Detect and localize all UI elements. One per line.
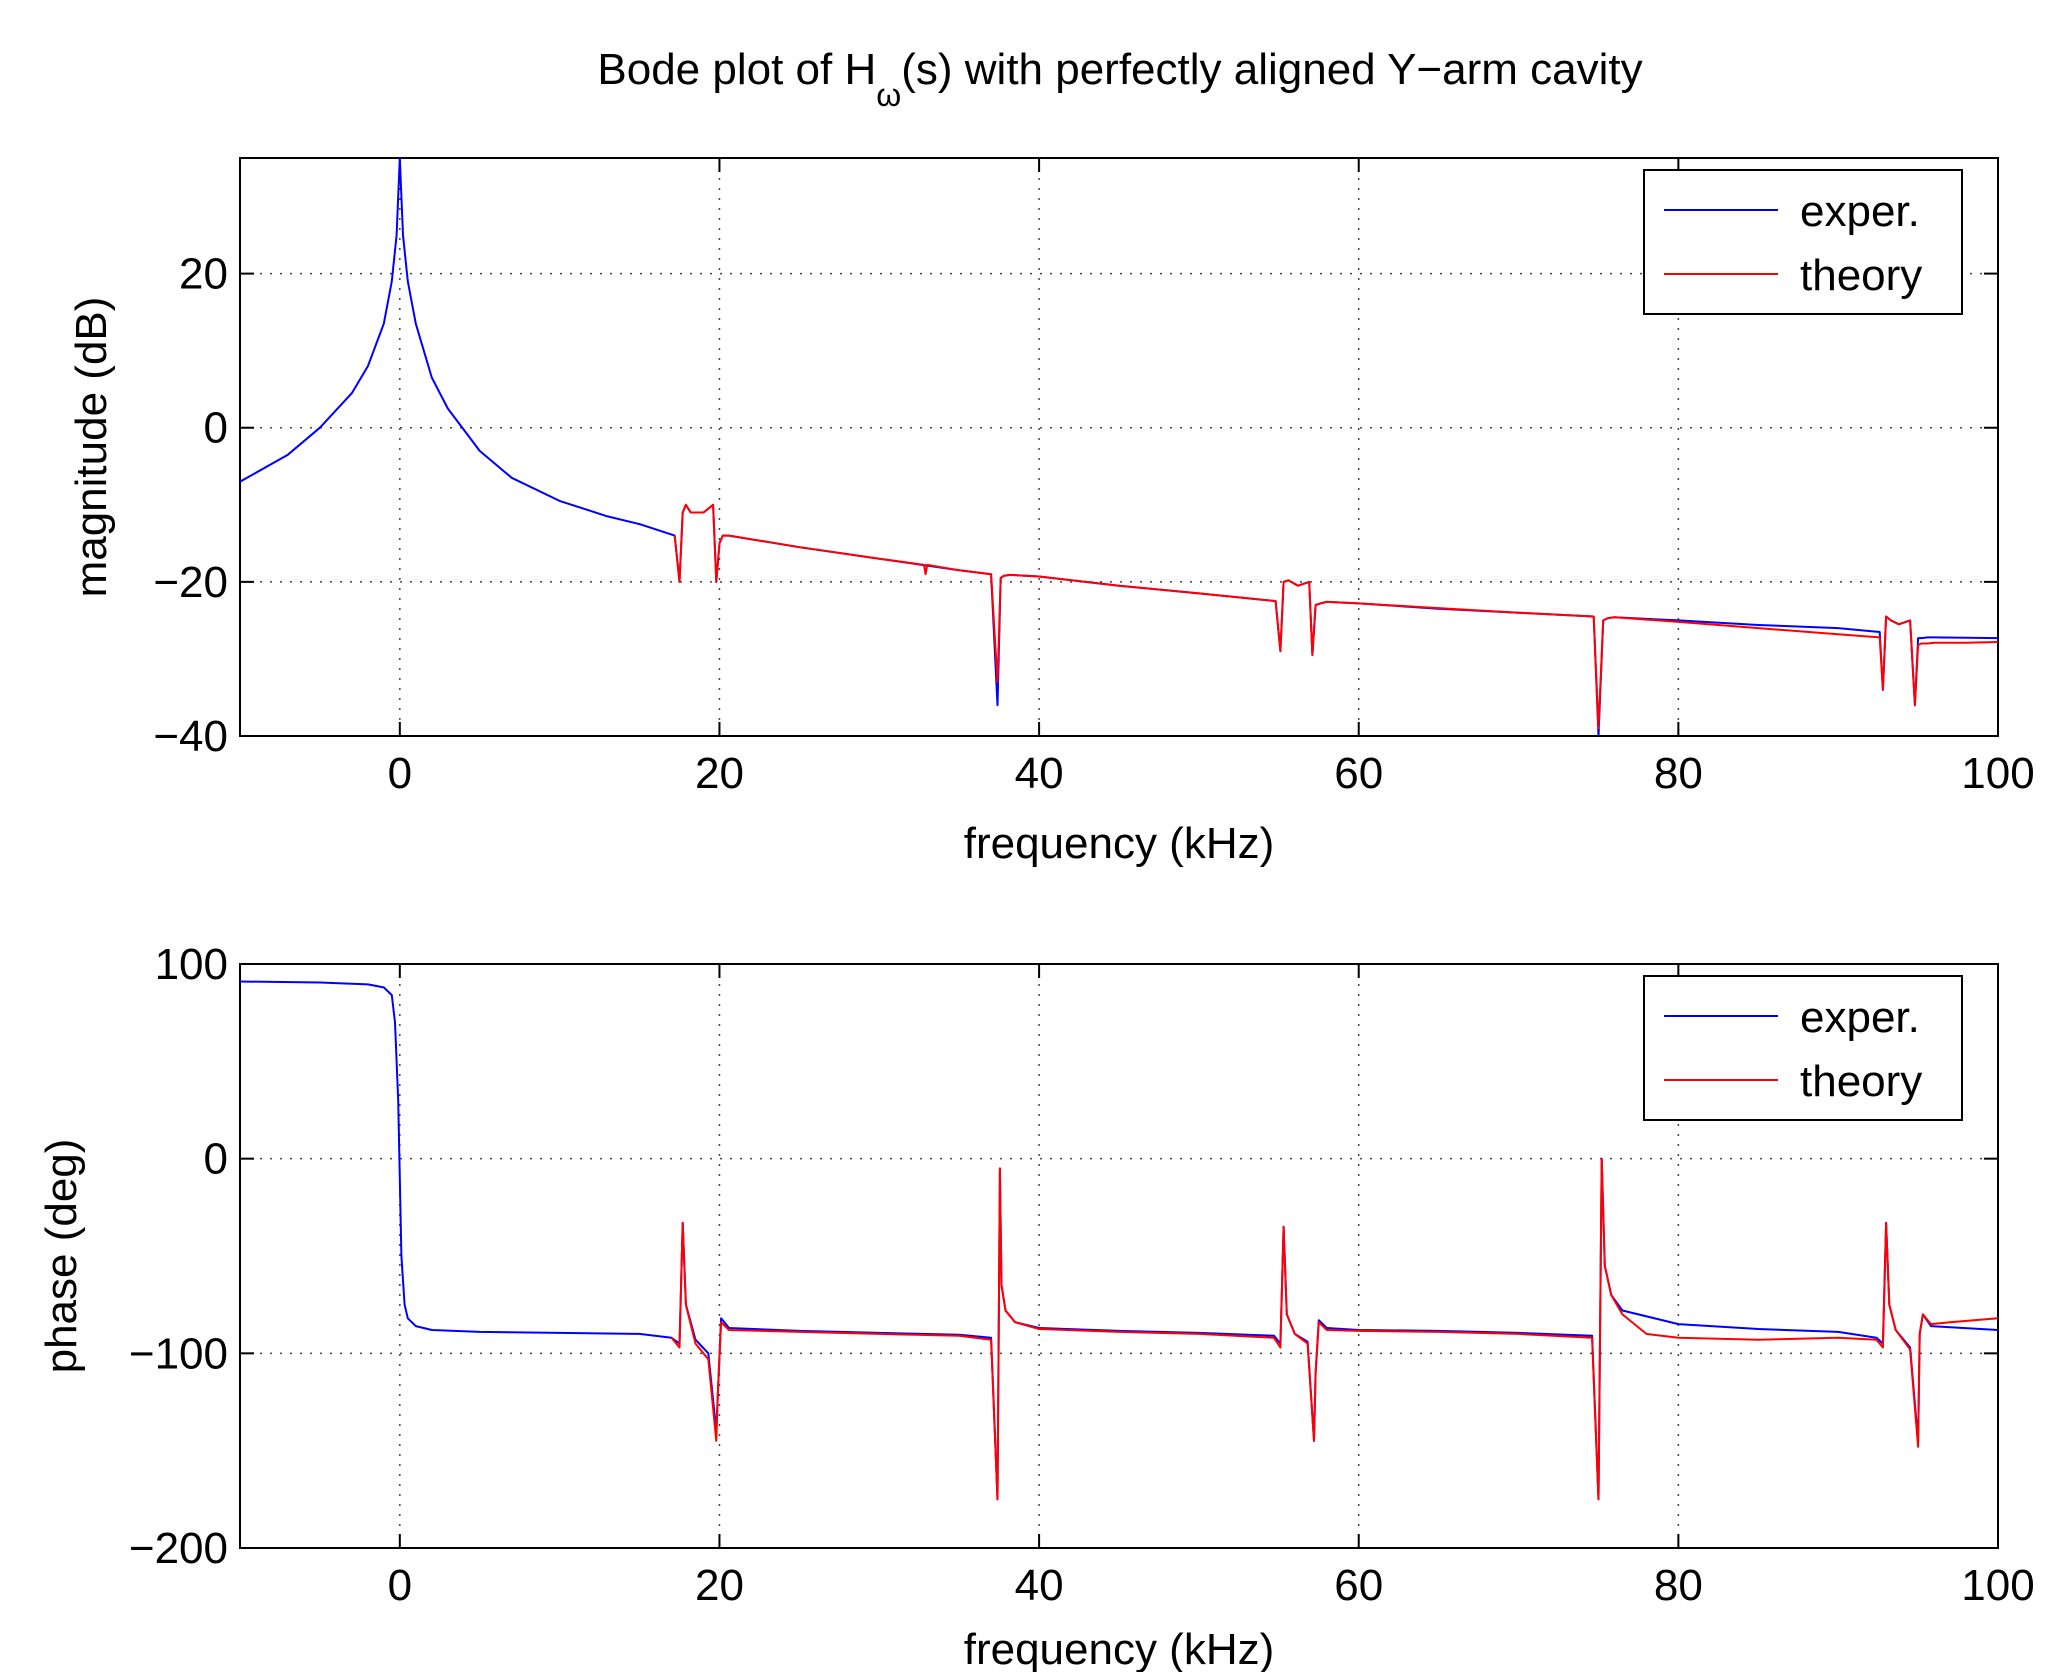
figure-title: Bode plot of Hω(s) with perfectly aligne… (597, 45, 1642, 113)
magnitude-legend: exper. theory (1643, 169, 1963, 315)
magnitude-grid (240, 158, 1998, 736)
magnitude-series (240, 158, 1998, 736)
phase-xtick-label: 40 (1015, 1561, 1064, 1610)
phase-xtick-label: 100 (1961, 1561, 2034, 1610)
magnitude-xlabel: frequency (kHz) (964, 819, 1275, 868)
magnitude-plot: 0 20 40 60 80 100 −40 −20 0 20 frequency (kHz) ma… (67, 157, 2035, 868)
phase-legend: exper. theory (1643, 975, 1963, 1121)
magnitude-xtick-label: 100 (1961, 749, 2034, 798)
phase-ytick-label: 0 (204, 1135, 228, 1184)
magnitude-xtick-label: 40 (1015, 749, 1064, 798)
magnitude-ylabel: magnitude (dB) (67, 297, 116, 598)
magnitude-xtick-label: 80 (1654, 749, 1703, 798)
magnitude-ticks: 0 20 40 60 80 100 −40 −20 0 20 (153, 158, 2035, 798)
magnitude-xtick-label: 0 (388, 749, 412, 798)
magnitude-legend-theory-label: theory (1800, 251, 1922, 300)
magnitude-xtick-label: 20 (695, 749, 744, 798)
phase-plot: 0 20 40 60 80 100 −200 −100 0 100 frequency (kHz)… (37, 940, 2035, 1672)
magnitude-series-theory-line (673, 503, 1998, 730)
magnitude-ytick-label: 20 (179, 250, 228, 299)
magnitude-xtick-label: 60 (1334, 749, 1383, 798)
phase-ylabel: phase (deg) (37, 1139, 86, 1374)
phase-ytick-label: −100 (129, 1329, 228, 1378)
phase-ytick-label: 100 (155, 940, 228, 989)
magnitude-ytick-label: −40 (153, 712, 228, 761)
magnitude-legend-box (1643, 169, 1963, 315)
title-rest: (s) with perfectly aligned Y−arm cavity (901, 45, 1642, 94)
phase-legend-box (1643, 975, 1963, 1121)
magnitude-ytick-label: −20 (153, 558, 228, 607)
phase-ytick-label: −200 (129, 1524, 228, 1573)
phase-legend-exper-label: exper. (1800, 993, 1920, 1042)
phase-xtick-label: 60 (1334, 1561, 1383, 1610)
phase-xlabel: frequency (kHz) (964, 1625, 1275, 1672)
phase-grid (240, 964, 1998, 1548)
phase-xtick-label: 80 (1654, 1561, 1703, 1610)
magnitude-legend-exper-label: exper. (1800, 187, 1920, 236)
phase-series-theory-line (670, 1157, 1998, 1501)
phase-ticks: 0 20 40 60 80 100 −200 −100 0 100 (129, 940, 2035, 1610)
magnitude-ytick-label: 0 (204, 404, 228, 453)
phase-legend-theory-label: theory (1800, 1057, 1922, 1106)
phase-series (240, 980, 1998, 1501)
title-subscript: ω (876, 77, 901, 113)
title-main: Bode plot of H (597, 45, 876, 94)
phase-xtick-label: 20 (695, 1561, 744, 1610)
phase-xtick-label: 0 (388, 1561, 412, 1610)
